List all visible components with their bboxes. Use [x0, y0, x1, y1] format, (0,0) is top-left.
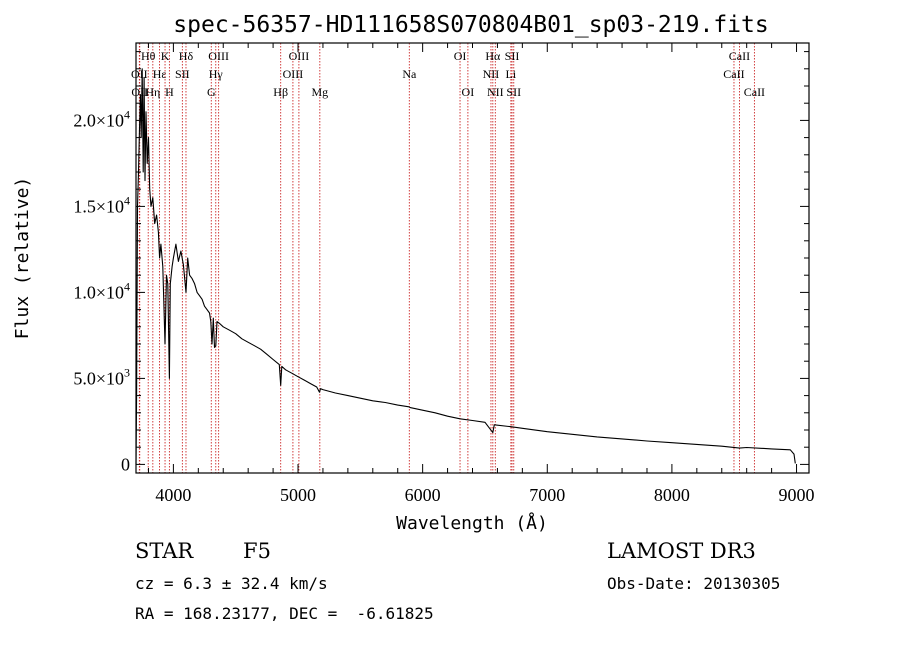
spectral-line-label-23: Li — [506, 67, 517, 81]
x-tick-label: 6000 — [405, 485, 441, 505]
spectral-line-label-7: Hδ — [179, 49, 194, 63]
spectral-line-label-27: CaII — [744, 85, 765, 99]
x-axis-label: Wavelength (Å) — [396, 512, 548, 534]
y-tick-exponent: 4 — [124, 279, 130, 293]
spectral-line-label-26: CaII — [723, 67, 744, 81]
y-tick-mantissa: 5.0×10 — [73, 368, 124, 388]
redshift-cz: cz = 6.3 ± 32.4 km/s — [135, 574, 328, 593]
spectral-line-label-4: Hε — [153, 67, 167, 81]
spectral-line-label-25: CaII — [729, 49, 750, 63]
x-tick-label: 9000 — [779, 485, 815, 505]
spectral-line-markers — [138, 43, 755, 473]
spectral-line-label-16: Na — [402, 67, 417, 81]
spectral-line-label-17: OI — [454, 49, 467, 63]
chart-title: spec-56357-HD111658S070804B01_sp03-219.f… — [173, 12, 768, 38]
y-tick-label: 1.0×104 — [73, 279, 130, 302]
y-tick-mantissa: 1.0×10 — [73, 282, 124, 302]
spectral-line-label-20: NII — [483, 67, 500, 81]
y-axis-label: Flux (relative) — [12, 177, 33, 340]
spectrum-series-line — [135, 68, 796, 465]
object-class: STAR — [135, 539, 194, 563]
ra-dec-coordinates: RA = 168.23177, DEC = -6.61825 — [135, 604, 434, 623]
spectral-line-label-14: OIII — [283, 67, 304, 81]
y-tick-label: 1.5×104 — [73, 193, 130, 216]
x-tick-label: 5000 — [280, 485, 316, 505]
spectral-line-label-5: K — [161, 49, 170, 63]
x-tick-label: 8000 — [654, 485, 690, 505]
spectral-line-label-11: Hγ — [209, 67, 224, 81]
spectral-line-label-3: Hη — [145, 85, 160, 99]
y-tick-label: 5.0×103 — [73, 365, 130, 388]
y-tick-mantissa: 2.0×10 — [73, 110, 124, 130]
spectral-line-label-10: OIII — [208, 49, 229, 63]
y-tick-label: 0 — [121, 454, 130, 474]
spectral-line-label-21: NII — [487, 85, 504, 99]
spectral-line-label-2: Hθ — [141, 49, 156, 63]
observation-date: Obs-Date: 20130305 — [607, 574, 781, 593]
spectral-line-labels: OIIOIIHθHηHεKHHδSIIGOIIIHγHβOIIIOIIIMgNa… — [131, 49, 765, 99]
spectral-line-label-15: Mg — [311, 85, 328, 99]
spectral-line-label-0: OII — [131, 67, 148, 81]
object-subclass: F5 — [243, 539, 271, 563]
spectral-line-label-13: OIII — [289, 49, 310, 63]
spectral-line-label-24: SII — [506, 85, 521, 99]
spectral-line-label-18: OI — [462, 85, 475, 99]
y-tick-mantissa: 1.5×10 — [73, 196, 124, 216]
y-tick-exponent: 4 — [124, 107, 130, 121]
y-tick-mantissa: 0 — [121, 454, 130, 474]
spectral-line-label-12: Hβ — [273, 85, 288, 99]
plot-frame — [135, 42, 810, 474]
spectral-line-label-9: G — [207, 85, 216, 99]
x-axis-ticks: 4000 5000 6000 7000 8000 9000 — [147, 43, 815, 505]
spectral-line-label-22: SII — [505, 49, 520, 63]
spectral-line-label-8: SII — [175, 67, 190, 81]
survey-name: LAMOST DR3 — [607, 539, 756, 563]
spectral-line-label-6: H — [165, 85, 174, 99]
y-tick-label: 2.0×104 — [73, 107, 130, 130]
y-tick-exponent: 3 — [124, 365, 130, 379]
x-tick-label: 4000 — [155, 485, 191, 505]
x-tick-label: 7000 — [529, 485, 565, 505]
y-tick-exponent: 4 — [124, 193, 130, 207]
spectral-line-label-19: Hα — [485, 49, 501, 63]
